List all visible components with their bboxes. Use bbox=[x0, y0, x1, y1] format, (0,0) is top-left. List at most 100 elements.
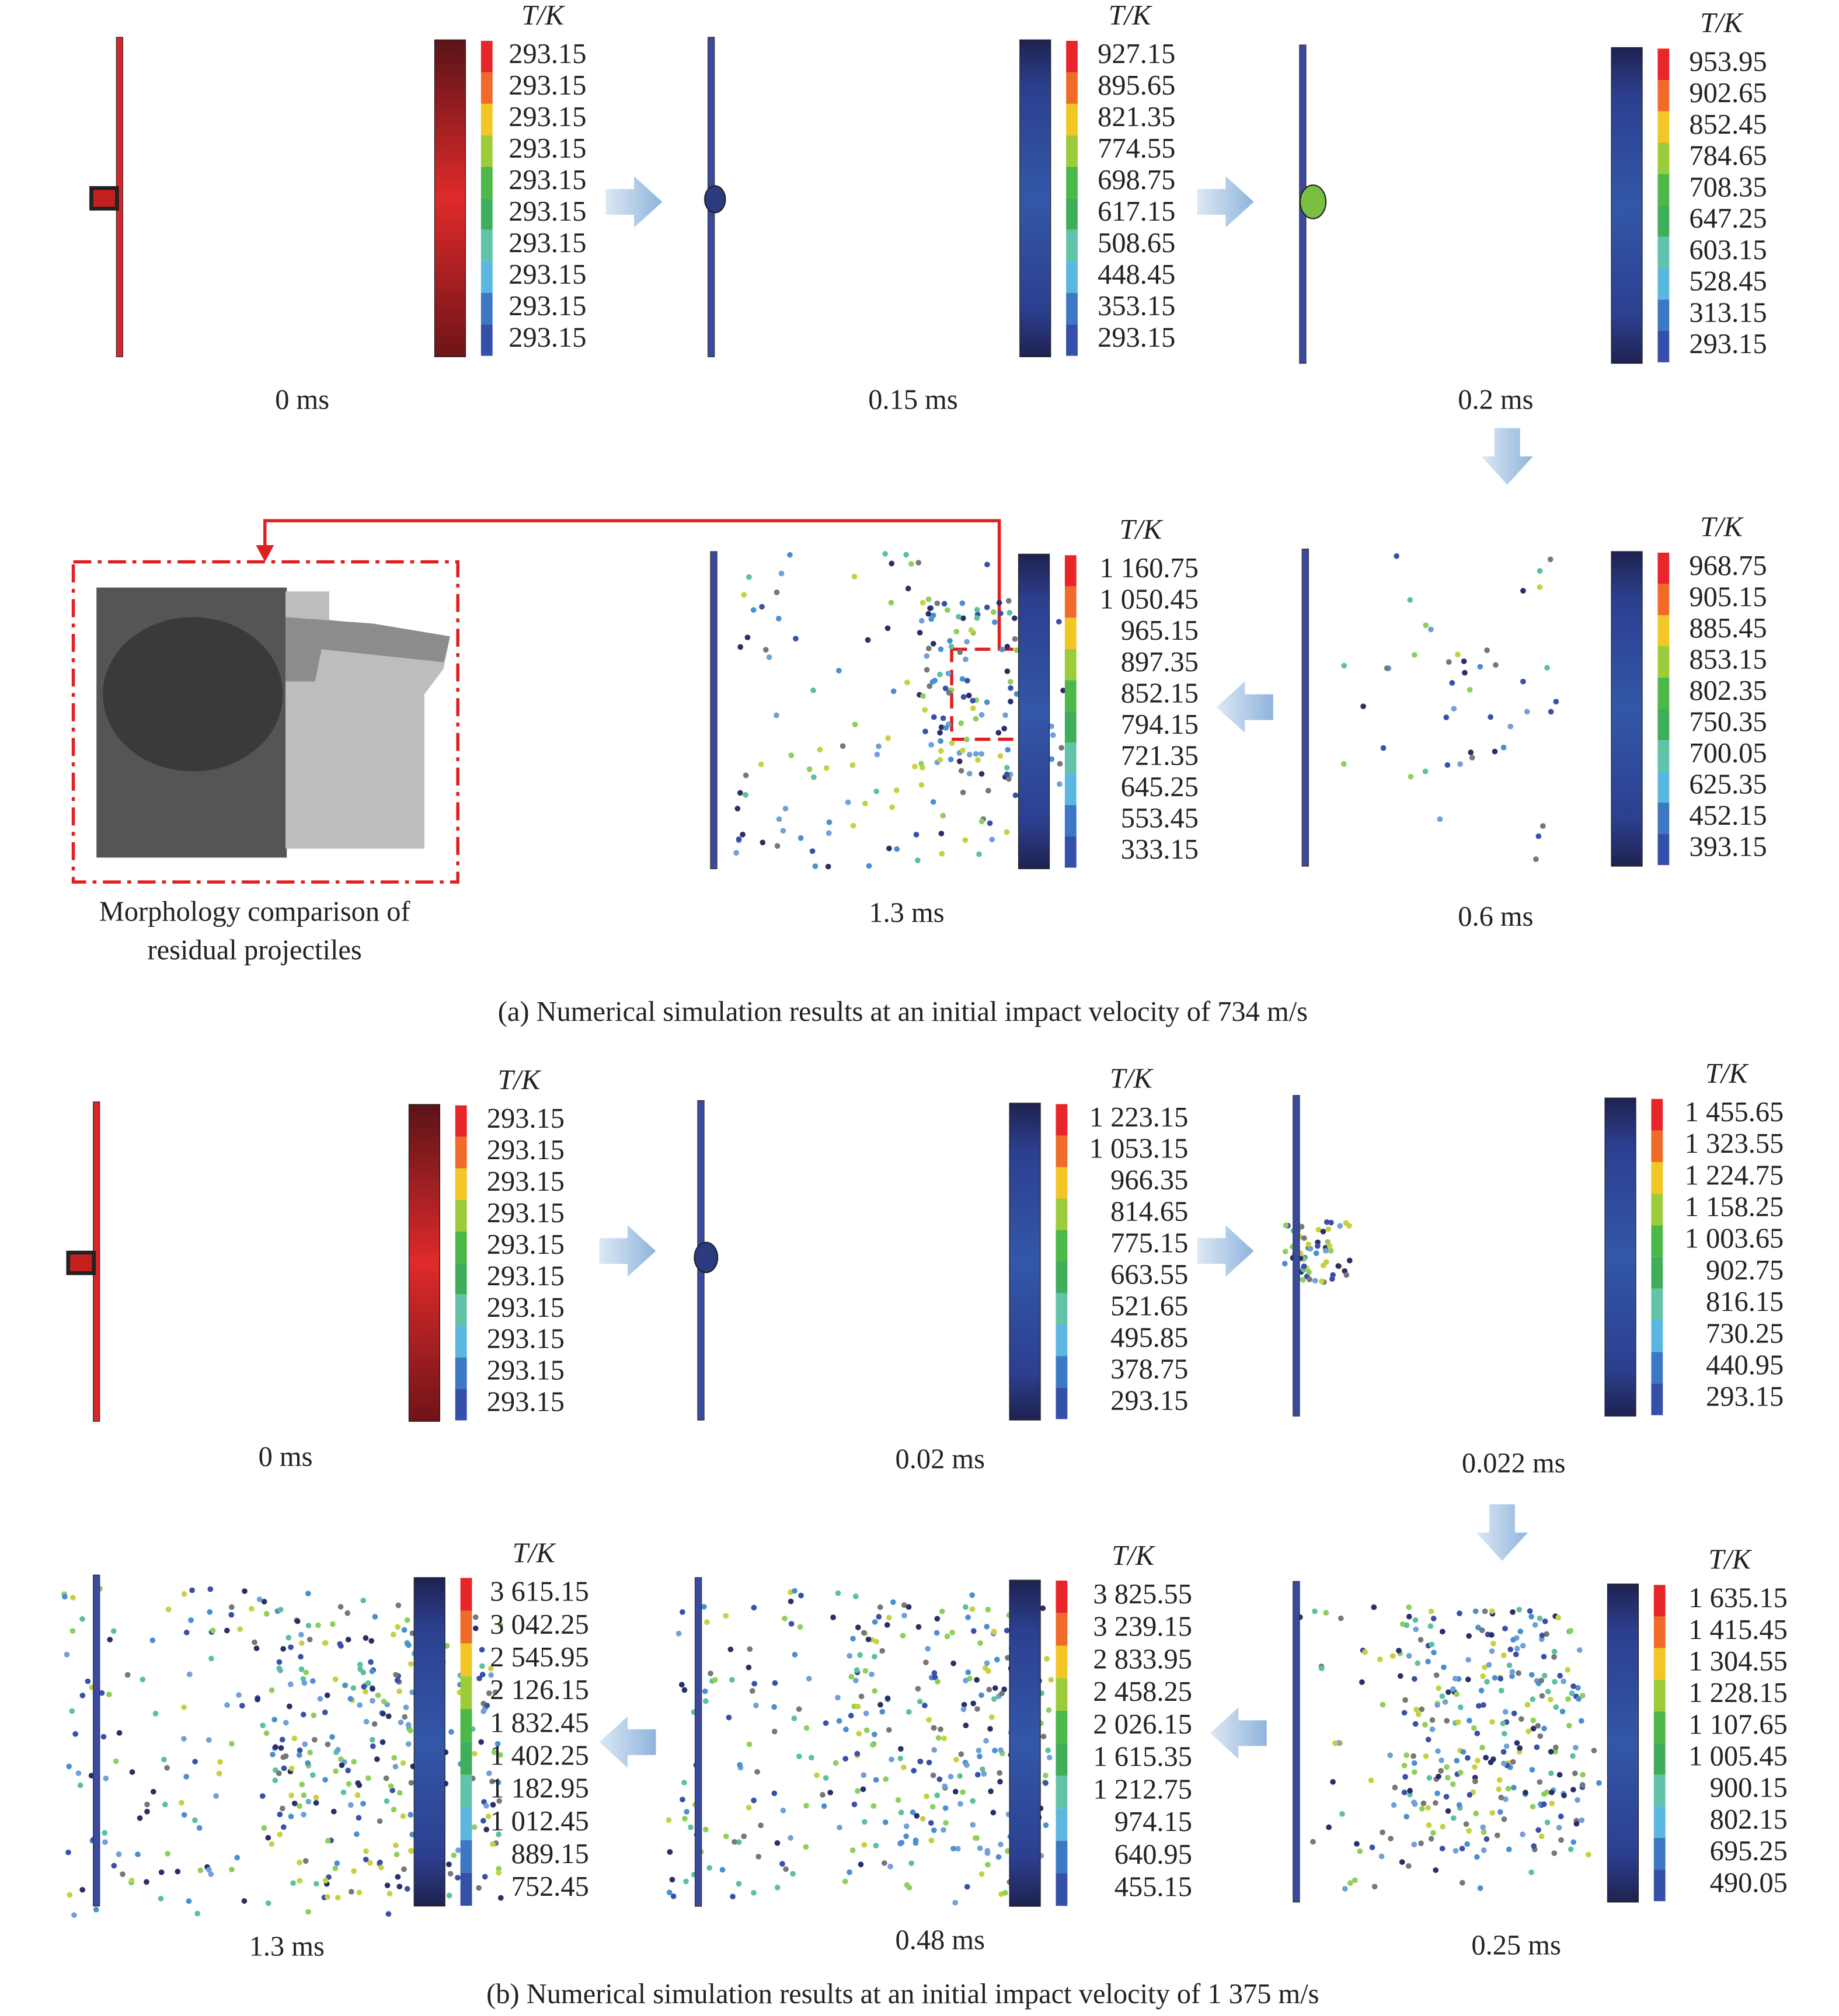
particle bbox=[478, 1739, 485, 1745]
legend-label: 752.45 bbox=[511, 1871, 589, 1902]
particle bbox=[179, 1799, 184, 1806]
particle bbox=[1478, 1687, 1485, 1694]
particle bbox=[1378, 1853, 1385, 1860]
particle bbox=[669, 1877, 675, 1883]
particle bbox=[497, 1895, 504, 1901]
particle bbox=[854, 1750, 861, 1757]
particle bbox=[873, 1638, 880, 1645]
particle bbox=[1492, 748, 1498, 755]
particle bbox=[1561, 1792, 1567, 1798]
particle bbox=[853, 1593, 859, 1599]
particle bbox=[396, 1688, 402, 1694]
particle bbox=[1481, 1847, 1487, 1853]
particle bbox=[1579, 1782, 1586, 1788]
particle bbox=[288, 1681, 294, 1687]
particle bbox=[869, 1671, 875, 1677]
legend-title: T/K bbox=[521, 0, 565, 31]
particle bbox=[272, 1777, 278, 1784]
legend-key bbox=[1056, 1743, 1068, 1776]
legend-label: 293.15 bbox=[487, 1324, 565, 1355]
particle bbox=[1502, 1708, 1509, 1715]
legend-label: 1 003.65 bbox=[1685, 1223, 1784, 1254]
particle bbox=[1323, 1259, 1329, 1265]
particle bbox=[968, 627, 974, 633]
particle bbox=[1551, 1850, 1558, 1856]
particle bbox=[377, 1860, 383, 1865]
legend-key bbox=[480, 72, 493, 104]
legend-label: 625.35 bbox=[1689, 769, 1767, 800]
particle bbox=[747, 1646, 753, 1652]
particle bbox=[1444, 1764, 1450, 1770]
particle bbox=[851, 1801, 858, 1808]
particle bbox=[393, 1672, 399, 1678]
particle bbox=[1428, 1836, 1434, 1842]
particle bbox=[1392, 1784, 1398, 1791]
particle bbox=[723, 1613, 729, 1619]
particle bbox=[447, 1871, 454, 1877]
particle bbox=[391, 1755, 398, 1761]
legend-label: 927.15 bbox=[1098, 39, 1175, 69]
particle bbox=[488, 1672, 494, 1678]
particle bbox=[1411, 1676, 1417, 1682]
particle bbox=[401, 1866, 407, 1872]
particle bbox=[85, 1678, 91, 1684]
particle bbox=[276, 1770, 282, 1777]
particle bbox=[487, 1665, 494, 1672]
legend-key bbox=[1651, 1162, 1663, 1194]
particle bbox=[835, 1694, 841, 1701]
legend-bar bbox=[413, 1577, 445, 1907]
legend-key bbox=[1056, 1645, 1068, 1679]
legend-label: 1 304.55 bbox=[1688, 1646, 1788, 1677]
target-plate bbox=[1293, 1095, 1300, 1417]
particle bbox=[924, 653, 930, 659]
particle bbox=[1377, 1656, 1383, 1662]
legend-label: 1 415.45 bbox=[1688, 1614, 1788, 1645]
particle bbox=[772, 1680, 778, 1686]
particle bbox=[371, 1721, 378, 1727]
legend-key bbox=[1657, 771, 1670, 803]
particle bbox=[918, 761, 924, 767]
particle bbox=[1411, 1769, 1417, 1776]
particle bbox=[938, 646, 944, 653]
particle bbox=[1467, 1717, 1472, 1724]
legend-key bbox=[1056, 1387, 1068, 1419]
particle bbox=[814, 1772, 820, 1778]
particle bbox=[183, 1630, 190, 1635]
particle bbox=[774, 589, 780, 595]
particle bbox=[1466, 1827, 1472, 1834]
particle bbox=[1446, 659, 1452, 665]
particle bbox=[1576, 1647, 1583, 1653]
particle bbox=[298, 1640, 305, 1647]
particle bbox=[1040, 1605, 1046, 1612]
particle bbox=[351, 1868, 357, 1874]
particle bbox=[1489, 1719, 1495, 1725]
particle bbox=[301, 1792, 307, 1798]
particle bbox=[484, 1703, 490, 1708]
particle bbox=[862, 1668, 869, 1674]
particle bbox=[920, 1816, 926, 1822]
particle bbox=[1505, 1785, 1511, 1792]
legend-key bbox=[1064, 805, 1077, 837]
particle bbox=[1426, 1775, 1433, 1781]
particle bbox=[1503, 1743, 1510, 1749]
particle bbox=[973, 751, 979, 757]
particle bbox=[791, 1715, 797, 1722]
particle bbox=[963, 656, 969, 662]
time-label: 0.48 ms bbox=[896, 1925, 985, 1956]
particle bbox=[978, 771, 985, 777]
particle bbox=[302, 1741, 308, 1748]
legend-label: 663.55 bbox=[1110, 1260, 1188, 1290]
particle bbox=[276, 1659, 283, 1665]
particle bbox=[930, 799, 936, 805]
particle bbox=[283, 1719, 289, 1726]
particle bbox=[100, 1734, 107, 1740]
particle bbox=[1552, 1745, 1559, 1750]
arrow bbox=[1210, 1707, 1267, 1759]
particle bbox=[1471, 1725, 1477, 1731]
particle bbox=[1456, 1802, 1462, 1808]
particle bbox=[1489, 1608, 1495, 1614]
particle bbox=[1455, 651, 1461, 658]
particle bbox=[1570, 1787, 1576, 1793]
particle bbox=[224, 1627, 230, 1634]
particle bbox=[401, 1627, 407, 1633]
